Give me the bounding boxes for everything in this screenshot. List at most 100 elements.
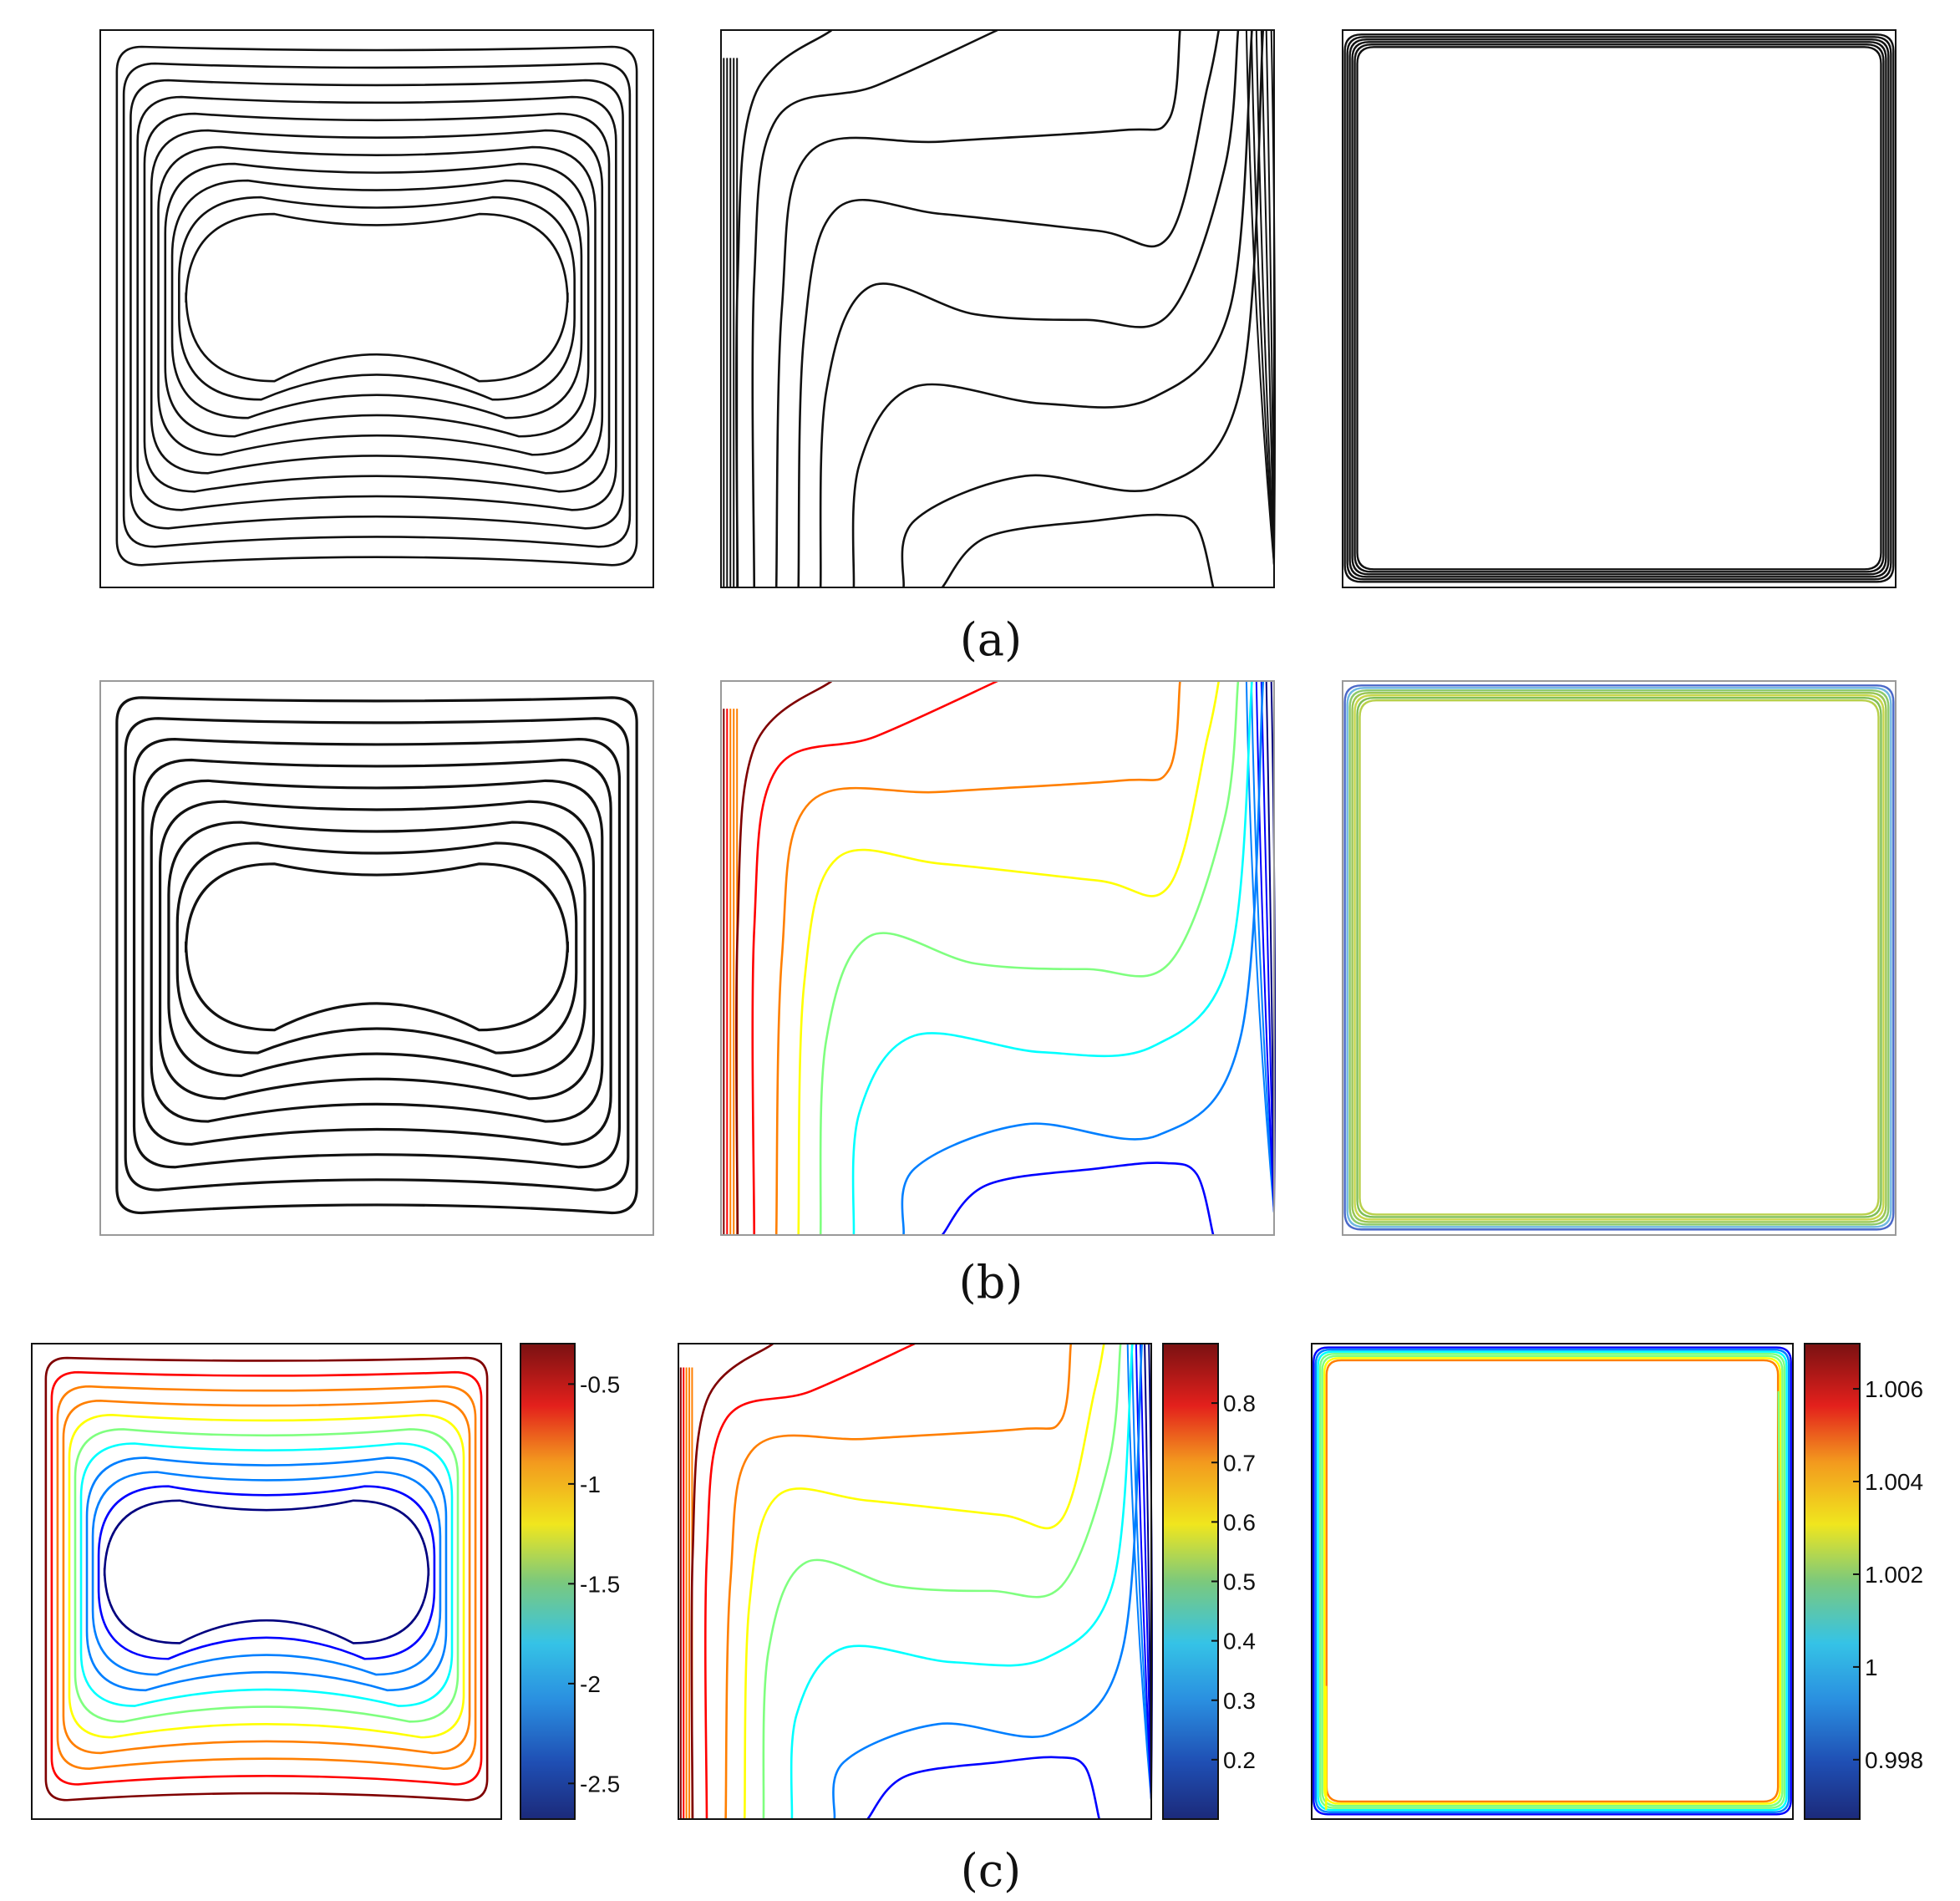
colorbar-tick-label: -1.5 [580,1571,620,1597]
panel-frame [31,1343,502,1820]
streamline-contour [185,862,569,1032]
colorbar-tick-label: -2.5 [580,1771,620,1797]
streamline-contour [178,196,576,401]
panel-frame [720,29,1275,588]
panel-b-1 [115,696,638,1215]
caption-a: (a) [960,613,1022,666]
streamline-contour [150,129,604,475]
colorbar-tick-label: 0.5 [1223,1569,1256,1595]
pressure-contour [1348,38,1890,578]
pressure-contour [1313,1346,1792,1816]
panel-c-2 [679,1342,1153,1820]
streamline-contour [167,821,586,1077]
panel-frame [99,680,654,1236]
streamline-contour [91,1471,442,1676]
isotherm-contour [774,29,1181,588]
colorbar-tick-label: -0.5 [580,1371,620,1397]
streamline-contour [164,162,590,438]
colorbar-tick-label: 0.8 [1223,1390,1256,1416]
streamline-contour [50,1370,483,1786]
isotherm-wall-line [1255,680,1275,1213]
isotherm-contour [851,29,1253,588]
pressure-contour [1325,1359,1780,1803]
pressure-contour [1351,692,1887,1223]
colorbar-3: 1.006 1.004 1.002 1 0.998 [1804,1343,1923,1820]
isotherm-contour [790,1343,1134,1820]
isotherm-wall-line [1139,1343,1152,1801]
colorbar-gradient [1162,1343,1219,1820]
streamline-contour [136,95,617,511]
isotherm-contour [832,1343,1143,1820]
isotherm-contour [901,680,1265,1236]
isotherm-contour [735,28,833,588]
isotherm-contour [901,29,1265,588]
colorbar-tick-label: 0.3 [1223,1688,1256,1714]
panel-frame [678,1343,1152,1820]
streamline-contour [85,1456,448,1692]
streamline-contour [175,841,578,1055]
panel-b-3 [1343,684,1895,1231]
colorbar-tick-label: -1 [580,1471,601,1497]
caption-b: (b) [959,1256,1023,1309]
isotherm-wall-line [1260,680,1275,1213]
pressure-contour [1346,36,1892,581]
colorbar-tick-label: 1.004 [1865,1469,1923,1495]
isotherm-contour [941,513,1215,588]
streamline-contour [68,1414,465,1739]
colorbar-tick-label: 0.998 [1865,1747,1923,1773]
panel-frame [1342,29,1897,588]
pressure-contour [1318,1353,1786,1809]
panel-b-2 [723,679,1277,1236]
colorbar-tick-label: 0.2 [1223,1747,1256,1773]
colorbar-tick-label: 0.6 [1223,1509,1256,1535]
streamline-contour [122,62,632,548]
isotherm-wall-line [1260,29,1275,566]
streamline-contour [170,179,583,419]
pressure-contour [1346,687,1892,1228]
streamline-contour [79,1442,454,1707]
pressure-contour [1348,689,1890,1226]
panel-c-1 [44,1356,489,1802]
streamline-contour [150,779,604,1123]
panel-a-2 [723,28,1277,588]
pressure-contour [1323,1357,1781,1805]
colorbar-tick-label: 1 [1865,1654,1878,1680]
streamline-contour [132,738,622,1169]
pressure-contour [1356,697,1882,1218]
streamline-contour [129,79,624,530]
streamline-contour [97,1485,436,1660]
streamline-contour [157,145,597,456]
isotherm-contour [819,29,1240,588]
colorbar-tick-label: 0.7 [1223,1450,1256,1476]
streamline-contour [56,1385,477,1770]
caption-c: (c) [961,1844,1021,1897]
isotherm-wall-line [1135,1343,1152,1801]
pressure-contour [1317,1350,1788,1812]
isotherm-contour [690,1342,774,1820]
isotherm-contour [851,680,1253,1236]
pressure-contour [1353,694,1885,1221]
panel-c-3 [1313,1346,1792,1816]
pressure-contour [1777,1390,1781,1501]
streamline-contour [62,1399,471,1755]
isotherm-wall-line [1250,29,1275,566]
isotherm-contour [941,1161,1215,1236]
streamline-contour [74,1428,460,1723]
panel-frame [720,680,1275,1236]
isotherm-wall-line [1130,1343,1152,1801]
pressure-contour [1321,1355,1784,1807]
panel-a-3 [1343,33,1895,583]
isotherm-contour [743,1343,1105,1820]
colorbar-2: 0.8 0.7 0.6 0.5 0.4 0.3 0.2 [1162,1343,1256,1820]
colorbar-gradient [1804,1343,1861,1820]
isotherm-contour [797,29,1221,588]
isotherm-contour [751,28,998,588]
pressure-contour [1358,699,1880,1216]
streamline-contour [44,1356,489,1802]
pressure-contour [1343,684,1895,1231]
isotherm-contour [703,1342,916,1820]
streamline-contour [115,696,638,1215]
isotherm-contour [724,1343,1073,1820]
isotherm-contour [774,680,1181,1236]
